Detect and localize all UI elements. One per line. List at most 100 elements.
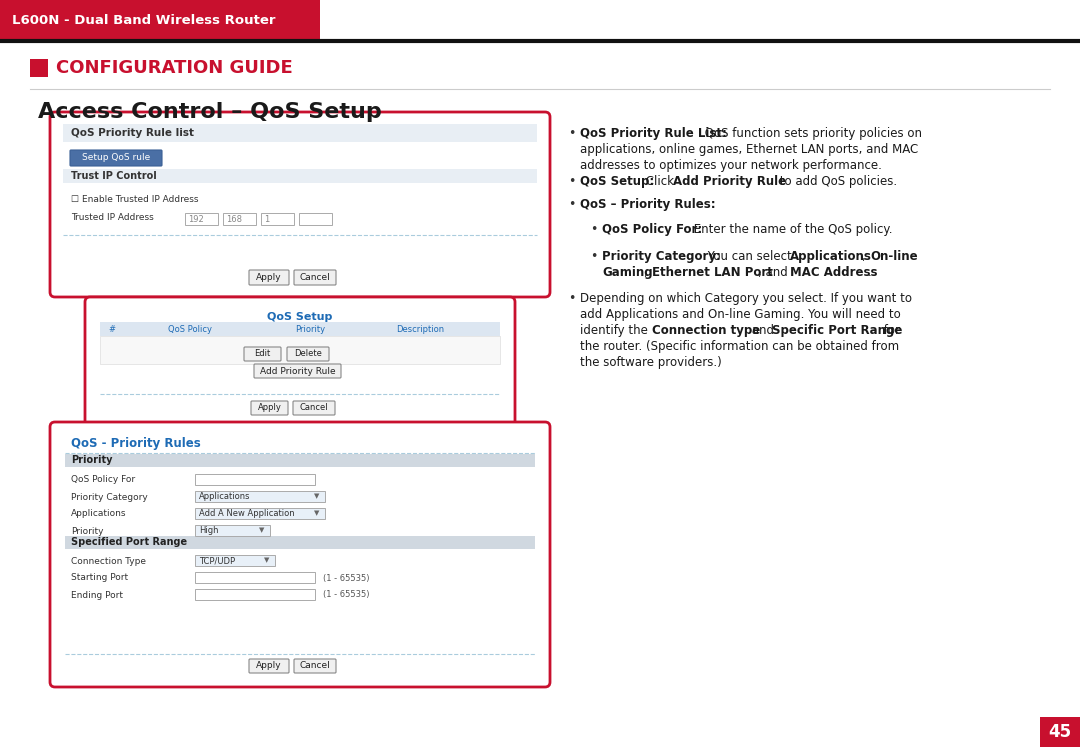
FancyBboxPatch shape (222, 213, 256, 225)
FancyBboxPatch shape (50, 422, 550, 687)
Text: , and: , and (758, 266, 792, 279)
Text: •: • (568, 175, 576, 188)
Text: Enter the name of the QoS policy.: Enter the name of the QoS policy. (690, 223, 892, 236)
Text: Edit: Edit (255, 350, 271, 359)
Text: 168: 168 (226, 214, 242, 223)
FancyBboxPatch shape (195, 525, 270, 536)
Text: Starting Port: Starting Port (71, 574, 129, 583)
Text: Priority: Priority (295, 324, 325, 333)
FancyBboxPatch shape (293, 401, 335, 415)
Text: ,: , (644, 266, 651, 279)
Text: •: • (568, 198, 576, 211)
Text: CONFIGURATION GUIDE: CONFIGURATION GUIDE (56, 59, 293, 77)
Text: •: • (568, 127, 576, 140)
FancyBboxPatch shape (244, 347, 281, 361)
Text: Add A New Application: Add A New Application (199, 509, 295, 518)
Text: Apply: Apply (257, 403, 282, 412)
Text: the software providers.): the software providers.) (580, 356, 721, 369)
FancyBboxPatch shape (100, 336, 500, 364)
Text: QoS Priority Rule list: QoS Priority Rule list (71, 128, 194, 138)
Text: Add Priority Rule: Add Priority Rule (259, 367, 335, 376)
FancyBboxPatch shape (0, 0, 320, 40)
Text: Priority Category: Priority Category (71, 492, 148, 501)
Text: Connection type: Connection type (652, 324, 760, 337)
Text: ▼: ▼ (314, 510, 320, 516)
Text: Connection Type: Connection Type (71, 557, 146, 565)
Text: Gaming: Gaming (602, 266, 652, 279)
FancyBboxPatch shape (249, 270, 289, 285)
Text: ▼: ▼ (265, 557, 270, 563)
Text: 45: 45 (1049, 723, 1071, 741)
Text: addresses to optimizes your network performance.: addresses to optimizes your network perf… (580, 159, 882, 172)
Text: (1 - 65535): (1 - 65535) (323, 574, 369, 583)
FancyBboxPatch shape (50, 112, 550, 297)
Text: and: and (748, 324, 778, 337)
FancyBboxPatch shape (299, 213, 332, 225)
Text: Priority: Priority (71, 527, 104, 536)
Text: 192: 192 (188, 214, 204, 223)
FancyBboxPatch shape (30, 59, 48, 77)
Text: QoS Policy For:: QoS Policy For: (602, 223, 702, 236)
Text: Applications: Applications (789, 250, 872, 263)
Text: QoS – Priority Rules:: QoS – Priority Rules: (580, 198, 716, 211)
Text: •: • (590, 250, 597, 263)
FancyBboxPatch shape (294, 270, 336, 285)
Text: QoS function sets priority policies on: QoS function sets priority policies on (701, 127, 922, 140)
FancyBboxPatch shape (195, 572, 315, 583)
FancyBboxPatch shape (85, 297, 515, 427)
Text: .: . (868, 266, 872, 279)
FancyBboxPatch shape (185, 213, 218, 225)
Text: Ethernet LAN Port: Ethernet LAN Port (652, 266, 773, 279)
Text: TCP/UDP: TCP/UDP (199, 556, 235, 565)
Text: the router. (Specific information can be obtained from: the router. (Specific information can be… (580, 340, 900, 353)
Text: Priority Category:: Priority Category: (602, 250, 720, 263)
Text: Applications: Applications (199, 492, 251, 501)
FancyBboxPatch shape (254, 364, 341, 378)
Text: Click: Click (642, 175, 678, 188)
Text: Access Control – QoS Setup: Access Control – QoS Setup (38, 102, 381, 122)
Text: QoS Setup: QoS Setup (268, 312, 333, 322)
Text: Trusted IP Address: Trusted IP Address (71, 212, 153, 222)
Text: ▼: ▼ (259, 527, 265, 533)
Text: applications, online games, Ethernet LAN ports, and MAC: applications, online games, Ethernet LAN… (580, 143, 918, 156)
Text: Trust IP Control: Trust IP Control (71, 171, 157, 181)
Text: add Applications and On-line Gaming. You will need to: add Applications and On-line Gaming. You… (580, 308, 901, 321)
Text: 1: 1 (264, 214, 269, 223)
FancyBboxPatch shape (195, 491, 325, 502)
Text: Cancel: Cancel (299, 662, 330, 671)
Text: Ending Port: Ending Port (71, 590, 123, 600)
Text: Cancel: Cancel (299, 403, 328, 412)
FancyBboxPatch shape (251, 401, 288, 415)
Text: for: for (880, 324, 900, 337)
Text: Setup QoS rule: Setup QoS rule (82, 153, 150, 163)
Text: Depending on which Category you select. If you want to: Depending on which Category you select. … (580, 292, 912, 305)
Text: #: # (108, 324, 116, 333)
Text: Description: Description (396, 324, 444, 333)
Text: QoS Policy: QoS Policy (168, 324, 212, 333)
FancyBboxPatch shape (63, 169, 537, 183)
Text: Specified Port Range: Specified Port Range (71, 537, 187, 547)
FancyBboxPatch shape (65, 454, 535, 467)
FancyBboxPatch shape (195, 474, 315, 485)
Text: ☐ Enable Trusted IP Address: ☐ Enable Trusted IP Address (71, 194, 199, 203)
Text: •: • (590, 223, 597, 236)
FancyBboxPatch shape (63, 124, 537, 142)
FancyBboxPatch shape (70, 150, 162, 166)
Text: ,: , (862, 250, 869, 263)
FancyBboxPatch shape (195, 589, 315, 600)
Text: Cancel: Cancel (299, 273, 330, 282)
FancyBboxPatch shape (294, 659, 336, 673)
Text: You can select: You can select (704, 250, 796, 263)
FancyBboxPatch shape (287, 347, 329, 361)
Text: ▼: ▼ (314, 494, 320, 500)
Text: On-line: On-line (870, 250, 918, 263)
Text: •: • (568, 292, 576, 305)
Text: QoS - Priority Rules: QoS - Priority Rules (71, 436, 201, 450)
FancyBboxPatch shape (195, 508, 325, 519)
FancyBboxPatch shape (261, 213, 294, 225)
FancyBboxPatch shape (195, 555, 275, 566)
Text: QoS Priority Rule List:: QoS Priority Rule List: (580, 127, 727, 140)
Text: MAC Address: MAC Address (789, 266, 877, 279)
Text: Apply: Apply (256, 662, 282, 671)
Text: QoS Policy For: QoS Policy For (71, 476, 135, 485)
